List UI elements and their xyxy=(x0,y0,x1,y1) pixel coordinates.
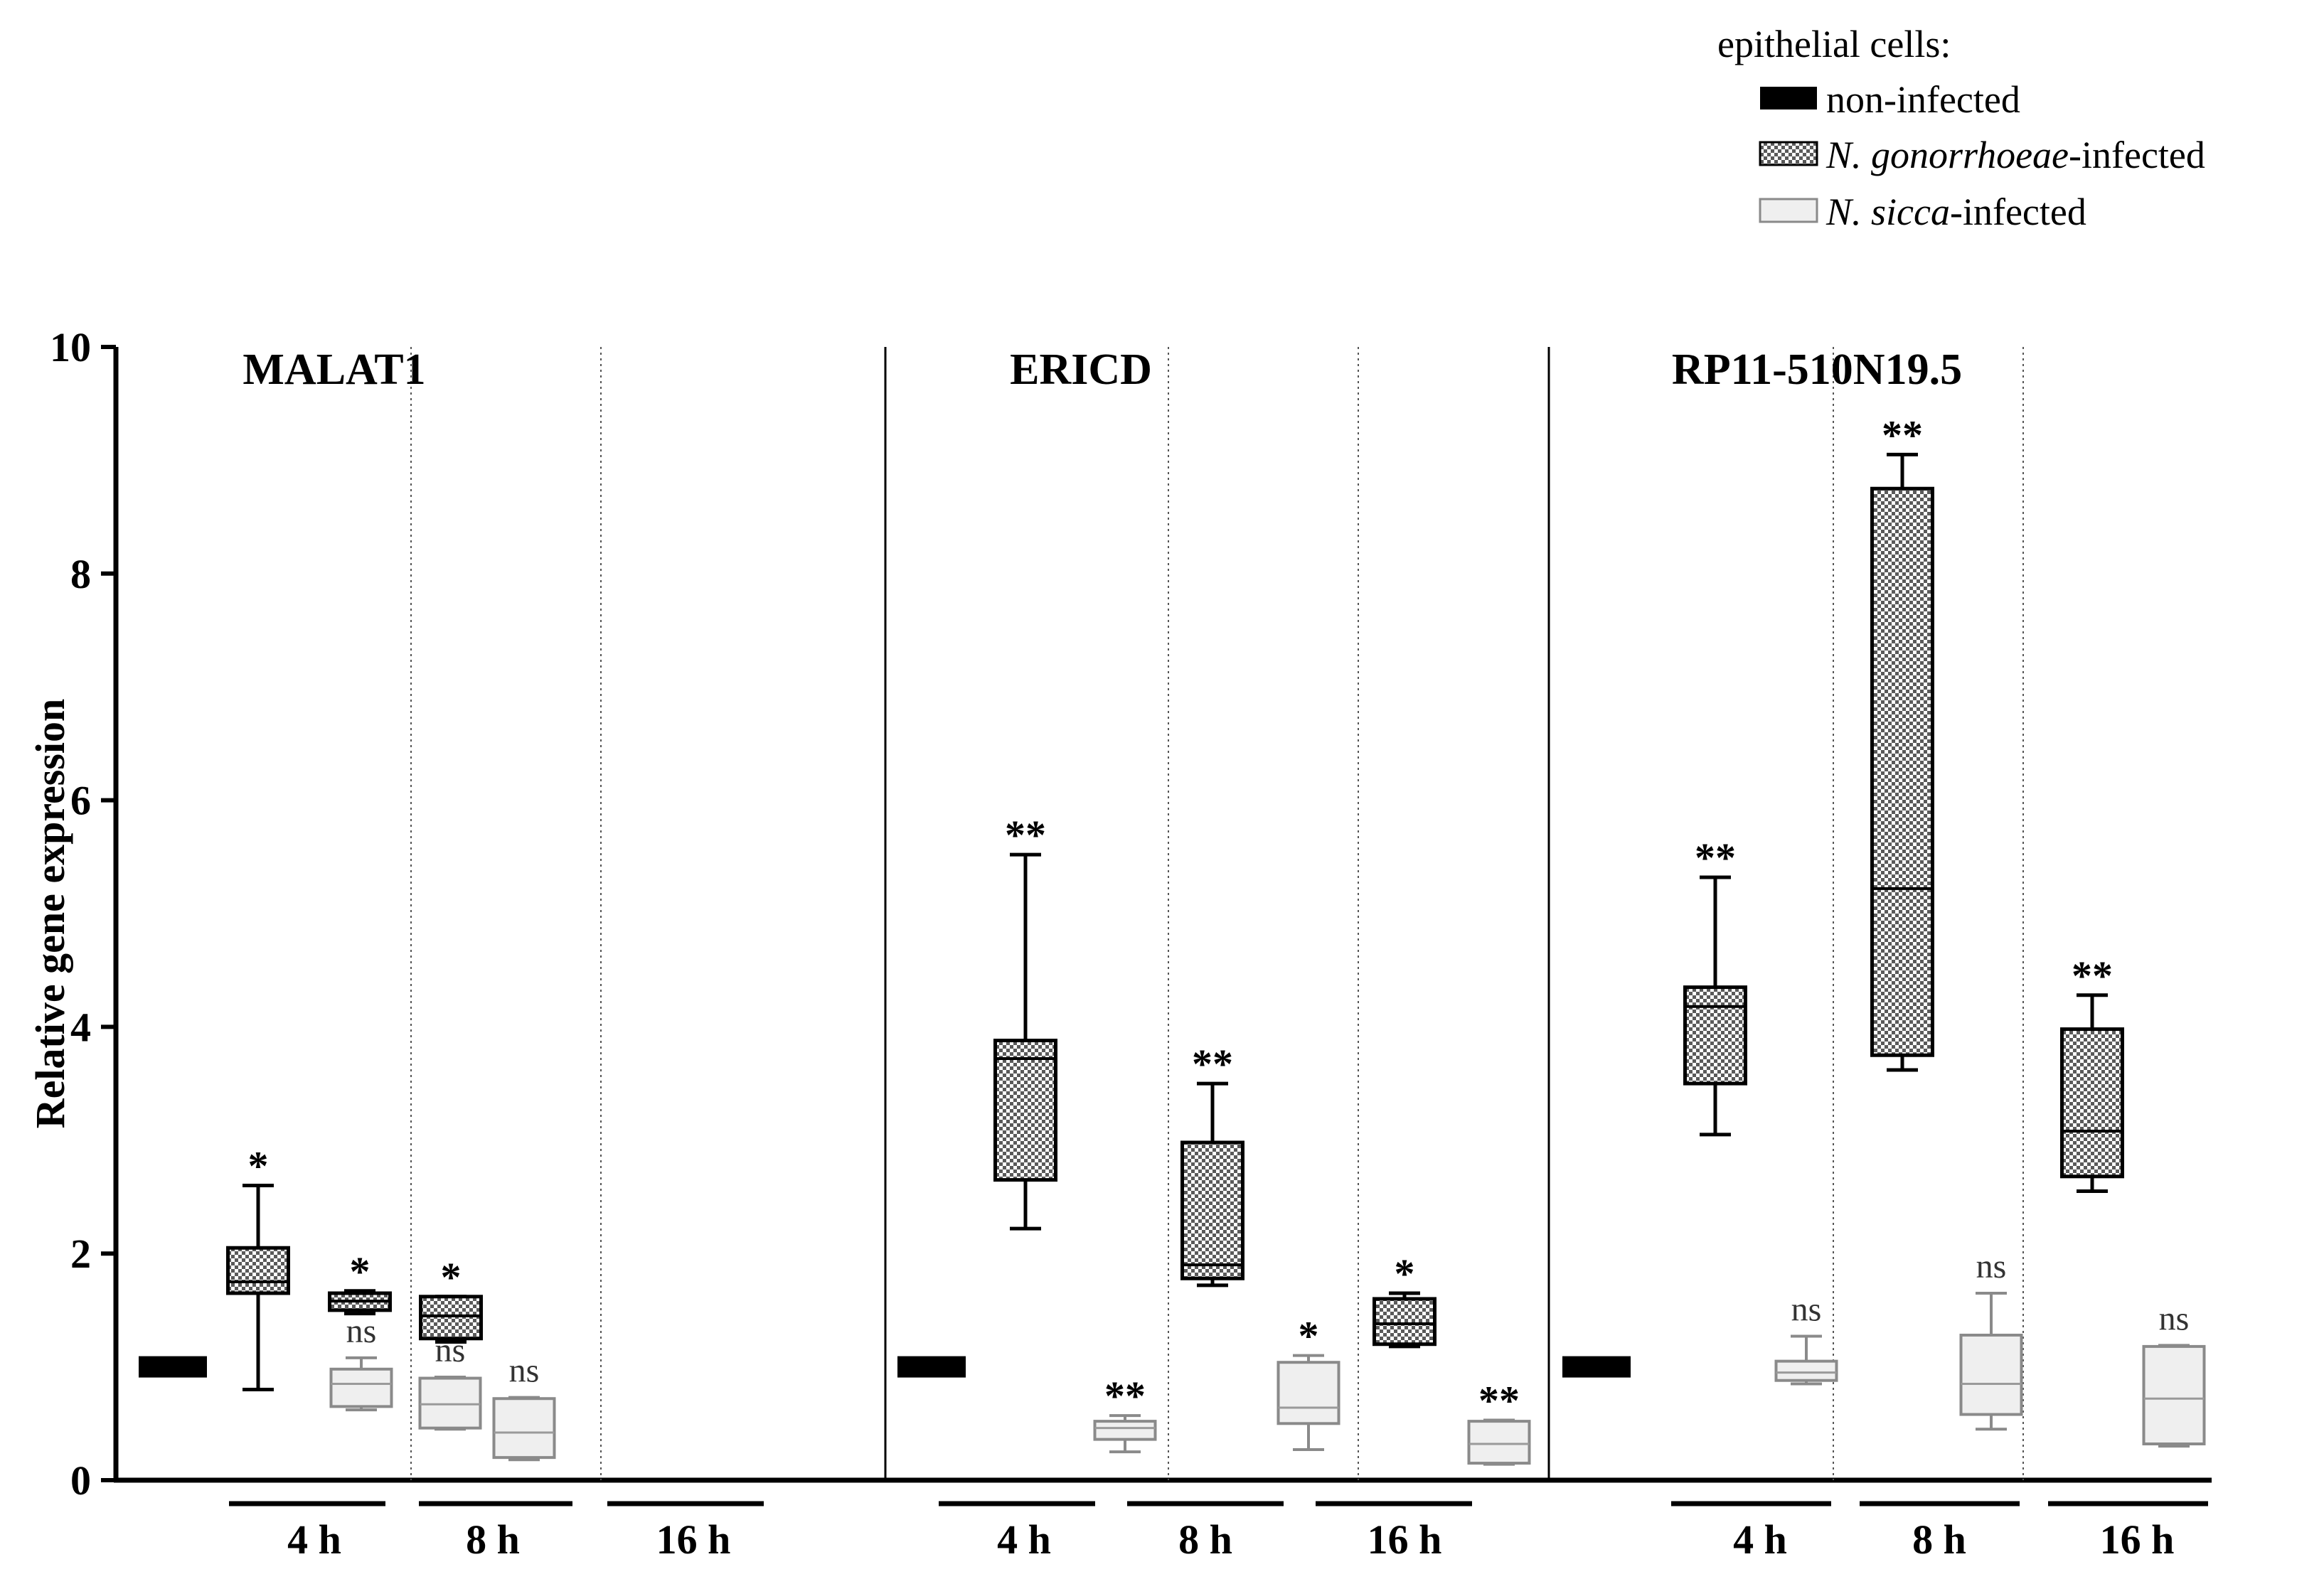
significance-label: ** xyxy=(1005,812,1046,858)
box-gonorrhoeae: * xyxy=(328,1248,392,1316)
control-bar-non-infected xyxy=(139,1356,207,1378)
box-sicca: ns xyxy=(1774,1291,1838,1386)
box-gonorrhoeae: ** xyxy=(2060,953,2124,1194)
significance-label: ** xyxy=(1695,835,1736,881)
y-tick-label: 10 xyxy=(50,324,91,370)
y-tick-label: 8 xyxy=(70,551,91,597)
significance-label: ns xyxy=(2159,1300,2190,1337)
box-iqr xyxy=(1870,486,1934,1057)
legend-label-gonorrhoeae: N. gonorrhoeae-infected xyxy=(1825,134,2205,176)
panel-ericd: ERICD****4 h***8 h***16 h xyxy=(884,346,1531,1563)
box-iqr xyxy=(1180,1140,1244,1280)
box-iqr xyxy=(418,1376,482,1430)
box-iqr xyxy=(1774,1359,1838,1382)
box-gonorrhoeae: * xyxy=(1372,1251,1436,1349)
significance-label: ns xyxy=(1791,1291,1822,1329)
box-gonorrhoeae: * xyxy=(419,1254,483,1344)
box-iqr xyxy=(492,1397,556,1460)
control-bar-non-infected xyxy=(897,1356,966,1378)
legend-swatch-gonorrhoeae xyxy=(1759,141,1818,166)
box-gonorrhoeae: ** xyxy=(1870,412,1934,1072)
box-iqr xyxy=(1467,1420,1531,1465)
box-iqr xyxy=(419,1295,483,1341)
timepoint-label: 16 h xyxy=(1368,1516,1442,1563)
legend-swatch-sicca xyxy=(1759,198,1818,223)
timepoint-label: 8 h xyxy=(466,1516,520,1563)
legend-swatch-non-infected xyxy=(1760,87,1817,109)
significance-label: * xyxy=(1299,1313,1319,1359)
box-iqr xyxy=(1372,1297,1436,1347)
timepoint-label: 8 h xyxy=(1912,1516,1966,1563)
control-bar-non-infected xyxy=(1562,1356,1631,1378)
panel-title: MALAT1 xyxy=(242,346,425,394)
box-gonorrhoeae: * xyxy=(226,1143,290,1391)
box-sicca: ns xyxy=(2142,1300,2206,1448)
box-sicca: ns xyxy=(418,1332,482,1431)
significance-label: ** xyxy=(1478,1378,1520,1424)
panel-rp11-510n19-5: RP11-510N19.5 ** ns 4 h ** ns 8 h ** ns 16 h xyxy=(1547,346,2208,1563)
significance-label: * xyxy=(1395,1251,1415,1297)
significance-label: ** xyxy=(2072,953,2113,999)
box-iqr xyxy=(226,1246,290,1295)
panel-title: ERICD xyxy=(1010,346,1152,394)
box-sicca: ** xyxy=(1467,1378,1531,1466)
significance-label: * xyxy=(248,1143,269,1189)
box-iqr xyxy=(2142,1344,2206,1445)
significance-label: ns xyxy=(346,1312,377,1350)
significance-label: * xyxy=(350,1248,371,1295)
legend-title: epithelial cells: xyxy=(1717,23,1951,65)
significance-label: * xyxy=(441,1254,462,1300)
significance-label: ** xyxy=(1104,1373,1146,1419)
box-iqr xyxy=(1959,1333,2023,1416)
timepoint-label: 4 h xyxy=(997,1516,1051,1563)
y-tick-label: 4 xyxy=(70,1004,91,1050)
legend: epithelial cells: non-infected N. gonorr… xyxy=(1717,23,2205,233)
significance-label: ns xyxy=(1976,1248,2007,1285)
box-sicca: ** xyxy=(1093,1373,1157,1454)
box-iqr xyxy=(1683,985,1747,1086)
box-gonorrhoeae: ** xyxy=(1683,835,1747,1137)
legend-label-sicca: N. sicca-infected xyxy=(1825,191,2086,233)
timepoint-label: 4 h xyxy=(1733,1516,1787,1563)
box-iqr xyxy=(2060,1027,2124,1179)
box-iqr xyxy=(329,1367,393,1408)
box-sicca: ns xyxy=(329,1312,393,1412)
significance-label: ** xyxy=(1882,412,1923,458)
box-gonorrhoeae: ** xyxy=(1180,1041,1244,1288)
y-tick-label: 2 xyxy=(70,1231,91,1277)
box-iqr xyxy=(1276,1361,1340,1425)
box-sicca: ns xyxy=(492,1352,556,1462)
box-iqr xyxy=(993,1039,1057,1182)
y-tick-label: 6 xyxy=(70,778,91,824)
y-tick-label: 0 xyxy=(70,1457,91,1504)
box-sicca: ns xyxy=(1959,1248,2023,1431)
timepoint-label: 16 h xyxy=(2100,1516,2175,1563)
panel-malat1: MALAT1 * ns 4 h * ns 8 h * ns 16 h xyxy=(139,346,764,1563)
legend-label-non-infected: non-infected xyxy=(1826,78,2020,121)
box-gonorrhoeae: ** xyxy=(993,812,1057,1231)
timepoint-label: 16 h xyxy=(656,1516,731,1563)
panel-title: RP11-510N19.5 xyxy=(1672,346,1962,394)
significance-label: ** xyxy=(1192,1041,1233,1087)
significance-label: ns xyxy=(509,1352,540,1390)
box-iqr xyxy=(1093,1420,1157,1441)
timepoint-label: 8 h xyxy=(1178,1516,1232,1563)
timepoint-label: 4 h xyxy=(287,1516,341,1563)
y-ticks: 0 2 4 6 8 10 xyxy=(50,324,116,1504)
y-axis-title: Relative gene expression xyxy=(27,699,73,1129)
box-sicca: * xyxy=(1276,1313,1340,1451)
